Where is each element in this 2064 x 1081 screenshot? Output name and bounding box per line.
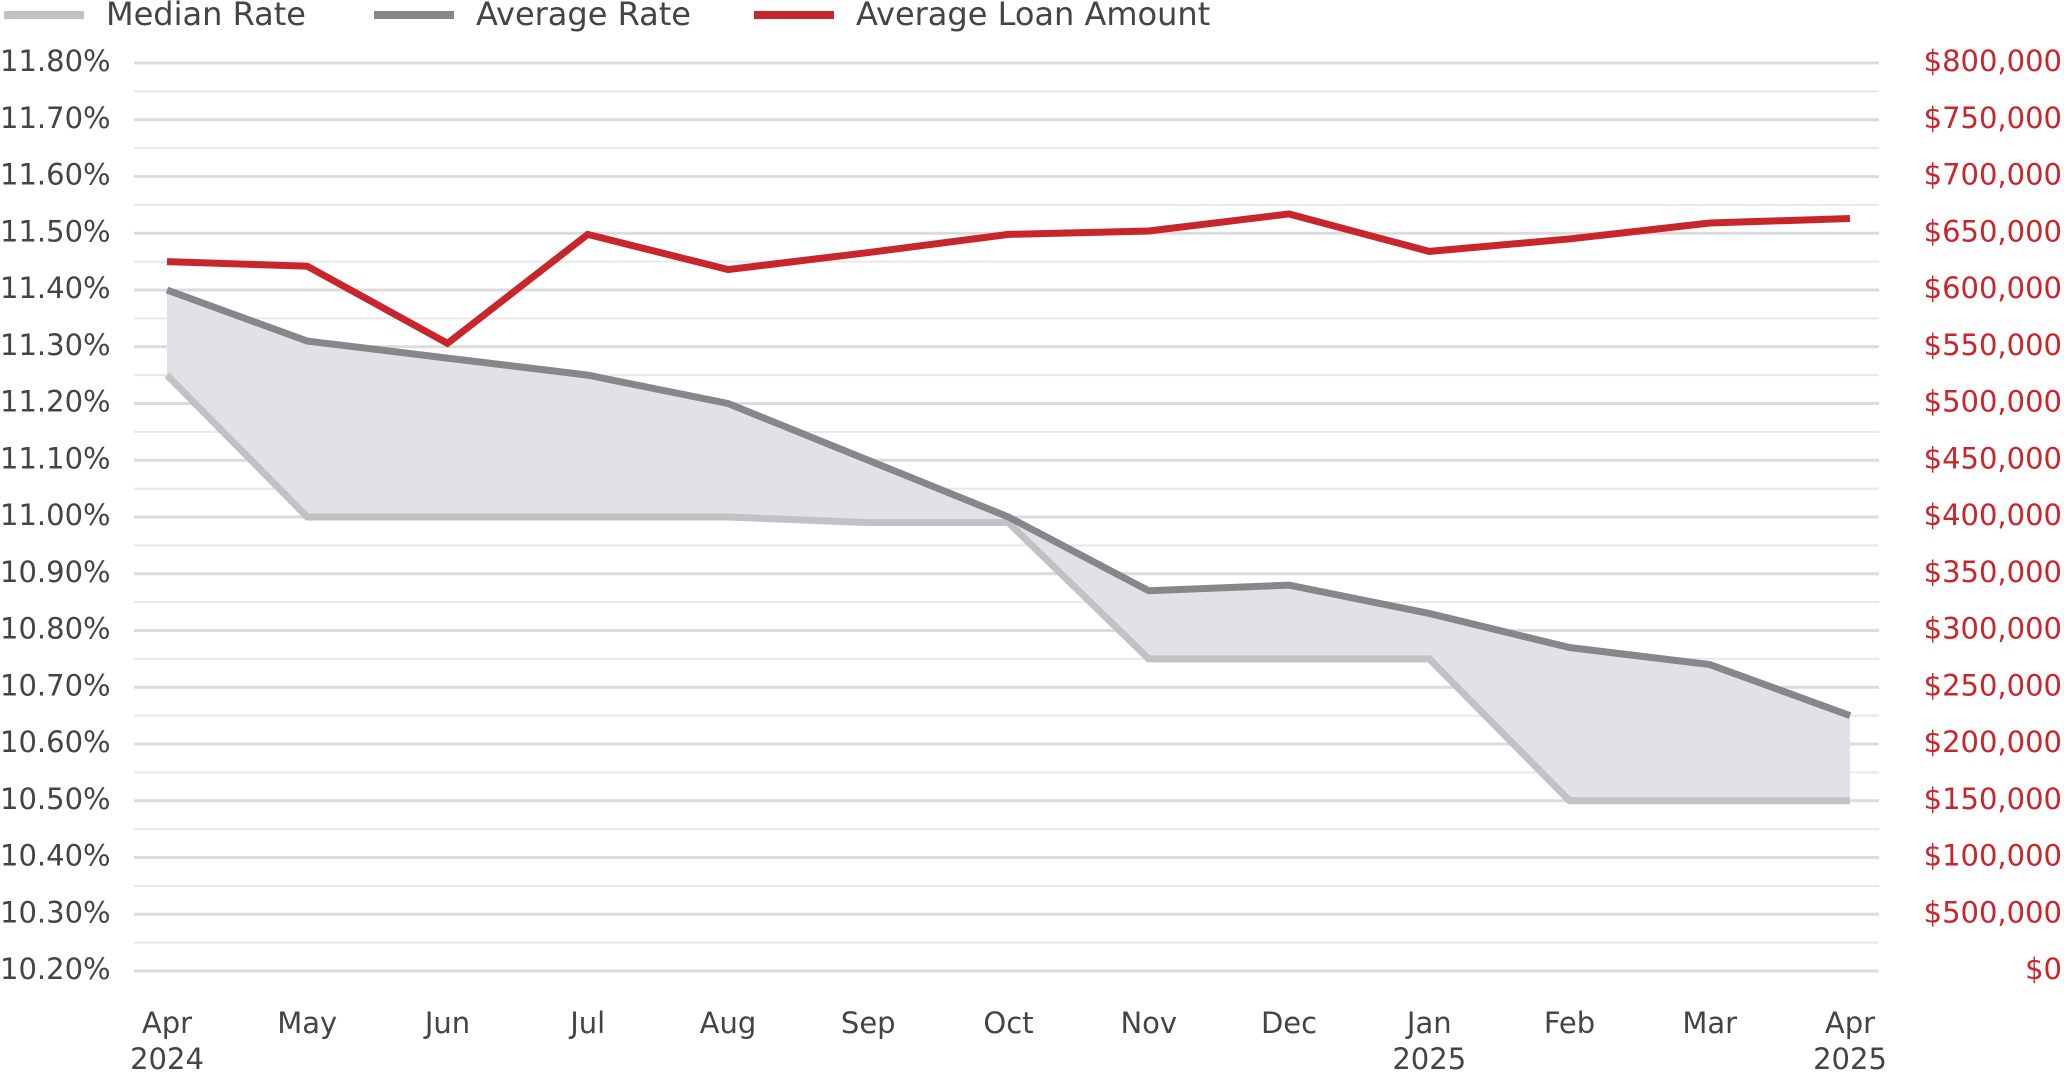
y2-tick-label: $500,000 [1924,385,2062,419]
y2-tick-label: $500,000 [1924,895,2062,929]
x-tick-label: Apr 2025 [1813,1006,1887,1076]
legend-label: Median Rate [106,0,306,33]
y2-tick-label: $100,000 [1924,839,2062,873]
y-tick-label: 10.80% [0,612,111,646]
y-tick-label: 10.70% [0,668,111,702]
y2-tick-label: $250,000 [1924,668,2062,702]
y2-tick-label: $400,000 [1924,498,2062,532]
y-tick-label: 10.40% [0,839,111,873]
y-tick-label: 11.00% [0,498,111,532]
y2-tick-label: $150,000 [1924,782,2062,816]
x-tick-label: Jul [570,1006,606,1040]
y2-tick-label: $0 [2025,952,2062,986]
x-tick-label: Mar [1682,1006,1738,1040]
series-line [165,286,1852,719]
y-tick-label: 11.10% [0,441,111,475]
y-tick-label: 11.20% [0,385,111,419]
y-tick-label: 11.80% [0,44,111,78]
y-tick-label: 10.20% [0,952,111,986]
y2-tick-label: $550,000 [1924,328,2062,362]
x-tick-label: Oct [983,1006,1034,1040]
x-tick-label: Nov [1120,1006,1178,1040]
series-line [164,372,1850,805]
x-tick-label: Jan 2025 [1392,1006,1467,1076]
x-tick-label: Aug [699,1006,757,1040]
y2-tick-label: $450,000 [1924,441,2062,475]
series-line [166,210,1851,348]
y-tick-label: 10.50% [0,782,111,816]
y-tick-label: 10.30% [0,895,111,929]
y-tick-label: 11.50% [0,214,111,248]
y-tick-label: 11.30% [0,328,111,362]
x-tick-label: Apr 2024 [130,1006,204,1076]
y-tick-label: 11.70% [0,101,111,135]
y-tick-label: 10.90% [0,555,111,589]
range-area [167,290,1850,801]
y2-tick-label: $700,000 [1924,158,2062,192]
x-tick-label: Sep [840,1006,896,1040]
x-tick-label: Jun [424,1006,471,1040]
y2-tick-label: $350,000 [1924,555,2062,589]
y-tick-label: 10.60% [0,725,111,759]
y2-tick-label: $600,000 [1924,271,2062,305]
y2-tick-label: $650,000 [1924,214,2062,248]
x-tick-label: Feb [1543,1006,1596,1040]
y-tick-label: 11.40% [0,271,111,305]
y2-tick-label: $800,000 [1924,44,2062,78]
y2-tick-label: $300,000 [1924,612,2062,646]
legend-label: Average Rate [476,0,691,33]
y2-tick-label: $750,000 [1924,101,2062,135]
x-tick-label: Dec [1260,1006,1318,1040]
y2-tick-label: $200,000 [1924,725,2062,759]
x-tick-label: May [277,1006,338,1040]
y-tick-label: 11.60% [0,158,111,192]
legend-label: Average Loan Amount [856,0,1210,33]
